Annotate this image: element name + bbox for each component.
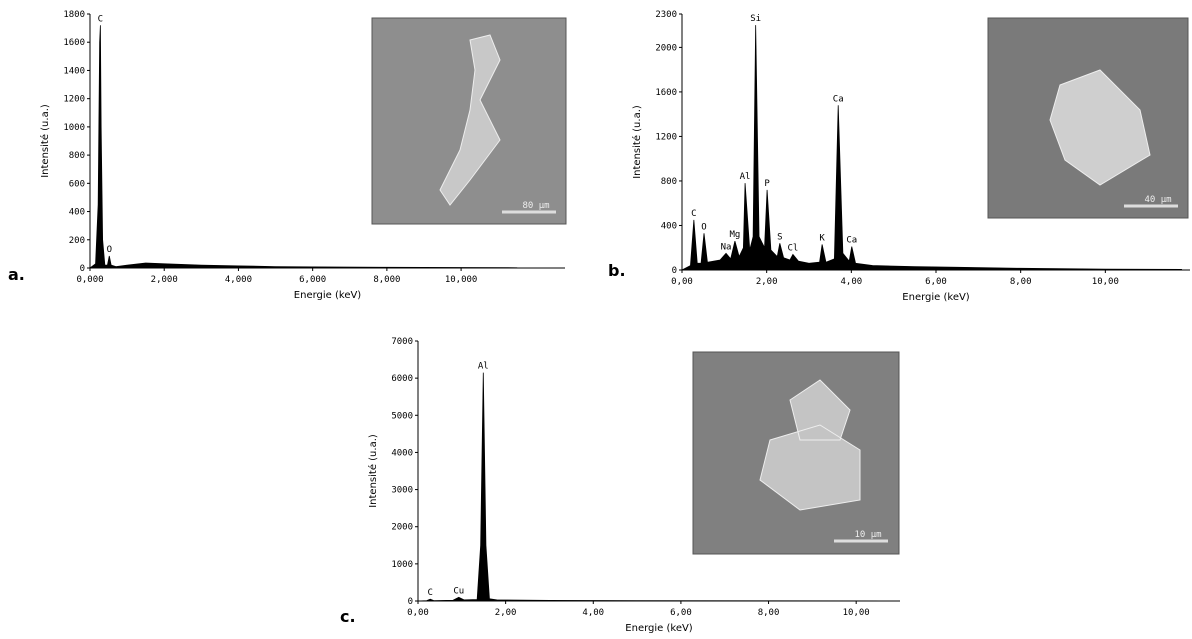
- y-axis-label: Intensité (u.a.): [631, 105, 643, 179]
- y-tick-label: 1800: [63, 10, 85, 20]
- panel-label: c.: [340, 607, 356, 626]
- y-tick-label: 6000: [391, 374, 413, 384]
- x-tick-label: 6,00: [925, 277, 947, 287]
- peak-label: S: [777, 232, 782, 242]
- y-tick-label: 400: [661, 221, 677, 231]
- peak-label: Al: [478, 362, 489, 372]
- x-axis-label: Energie (keV): [625, 623, 693, 634]
- x-axis-label: Energie (keV): [294, 290, 362, 301]
- x-tick-label: 2,000: [151, 275, 178, 285]
- peak-label: Na: [721, 242, 732, 252]
- y-tick-label: 5000: [391, 411, 413, 421]
- y-tick-label: 1000: [63, 123, 85, 133]
- peak-label: P: [764, 179, 770, 189]
- peak-label: C: [691, 209, 696, 219]
- peak-label: Ca: [833, 94, 844, 104]
- y-tick-label: 0: [80, 264, 85, 274]
- x-tick-label: 6,000: [299, 275, 326, 285]
- x-axis-label: Energie (keV): [902, 292, 970, 303]
- spectrum: [681, 25, 1182, 271]
- x-tick-label: 10,00: [1092, 277, 1119, 287]
- panel-label: a.: [8, 265, 25, 284]
- peak-label: C: [428, 588, 433, 598]
- peak-label: Si: [750, 14, 761, 24]
- peak-label: K: [819, 233, 825, 243]
- peak-label: Cl: [787, 243, 798, 253]
- x-tick-label: 4,00: [582, 608, 604, 618]
- y-tick-label: 2000: [655, 43, 677, 53]
- panel-label: b.: [608, 261, 626, 280]
- x-tick-label: 8,00: [758, 608, 780, 618]
- x-tick-label: 10,000: [445, 275, 478, 285]
- x-tick-label: 4,00: [840, 277, 862, 287]
- y-axis-label: Intensité (u.a.): [39, 104, 51, 178]
- x-tick-label: 8,000: [373, 275, 400, 285]
- x-tick-label: 10,00: [843, 608, 870, 618]
- y-tick-label: 0: [408, 597, 413, 607]
- y-tick-label: 2300: [655, 10, 677, 20]
- y-tick-label: 1600: [63, 38, 85, 48]
- x-tick-label: 0,00: [671, 277, 693, 287]
- y-tick-label: 600: [69, 179, 85, 189]
- peak-label: Ca: [846, 236, 857, 246]
- peak-label: O: [107, 245, 112, 255]
- y-tick-label: 400: [69, 208, 85, 218]
- y-tick-label: 2000: [391, 523, 413, 533]
- x-tick-label: 8,00: [1010, 277, 1032, 287]
- peak-label: Al: [740, 172, 751, 182]
- peak-label: Cu: [453, 586, 464, 596]
- spectrum: [88, 25, 518, 269]
- y-tick-label: 200: [69, 236, 85, 246]
- y-tick-label: 7000: [391, 337, 413, 347]
- y-tick-label: 800: [69, 151, 85, 161]
- y-tick-label: 1200: [655, 132, 677, 142]
- y-tick-label: 1600: [655, 88, 677, 98]
- y-tick-label: 0: [672, 266, 677, 276]
- y-tick-label: 1400: [63, 66, 85, 76]
- scale-bar-label: 80 µm: [522, 201, 549, 211]
- x-tick-label: 2,00: [495, 608, 517, 618]
- x-tick-label: 0,000: [76, 275, 103, 285]
- peak-label: O: [701, 222, 706, 232]
- x-tick-label: 6,00: [670, 608, 692, 618]
- y-tick-label: 800: [661, 177, 677, 187]
- x-tick-label: 0,00: [407, 608, 429, 618]
- scale-bar-label: 10 µm: [854, 530, 881, 540]
- x-tick-label: 2,00: [756, 277, 778, 287]
- y-tick-label: 1000: [391, 560, 413, 570]
- peak-label: Mg: [729, 230, 740, 240]
- y-tick-label: 3000: [391, 486, 413, 496]
- x-tick-label: 4,000: [225, 275, 252, 285]
- y-tick-label: 1200: [63, 95, 85, 105]
- peak-label: C: [98, 14, 103, 24]
- sem-image: [371, 17, 1189, 555]
- y-tick-label: 4000: [391, 448, 413, 458]
- y-axis-label: Intensité (u.a.): [367, 434, 379, 508]
- scale-bar-label: 40 µm: [1144, 195, 1171, 205]
